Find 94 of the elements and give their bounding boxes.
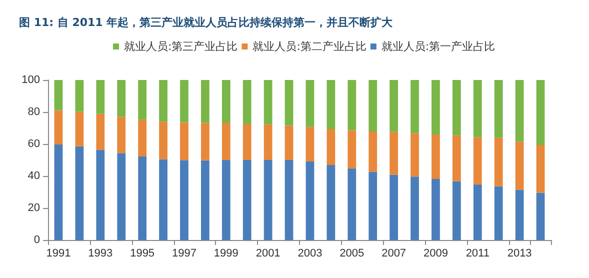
bar xyxy=(494,186,503,240)
bar xyxy=(242,160,252,240)
bar xyxy=(536,192,545,240)
bar xyxy=(536,80,545,145)
bar xyxy=(264,160,272,240)
x-tick-label: 1995 xyxy=(130,248,155,260)
bar xyxy=(432,80,440,135)
bar xyxy=(96,150,105,240)
bar xyxy=(410,176,419,240)
bar xyxy=(368,172,378,240)
bar xyxy=(180,122,188,160)
bar xyxy=(326,128,336,165)
bar xyxy=(75,80,84,112)
bar xyxy=(515,142,524,190)
x-tick-label: 2009 xyxy=(423,248,448,260)
x-tick-label: 2013 xyxy=(507,248,532,260)
bar xyxy=(390,80,398,132)
bar xyxy=(515,190,524,240)
bar xyxy=(452,181,461,240)
legend-label: 就业人员:第三产业占比 xyxy=(124,40,238,53)
bar xyxy=(390,174,398,240)
bar xyxy=(284,160,294,240)
x-tick-label: 1997 xyxy=(172,248,196,260)
bar xyxy=(326,164,336,240)
y-tick-label: 40 xyxy=(28,170,40,182)
bar xyxy=(536,144,545,193)
bar xyxy=(200,122,210,160)
bar xyxy=(264,80,272,124)
bar xyxy=(306,126,314,162)
bar xyxy=(432,179,440,240)
bar xyxy=(452,80,461,136)
bar xyxy=(368,132,378,172)
bar xyxy=(159,159,168,240)
bar xyxy=(180,160,188,240)
y-tick-label: 100 xyxy=(22,74,40,86)
bar xyxy=(222,160,230,240)
x-tick-label: 1991 xyxy=(46,248,71,260)
bar xyxy=(117,116,126,154)
bar xyxy=(200,80,210,123)
bar xyxy=(242,80,252,124)
legend-label: 就业人员:第一产业占比 xyxy=(381,40,496,53)
bar xyxy=(117,80,126,117)
bar xyxy=(326,80,336,129)
bar xyxy=(75,146,84,240)
bar xyxy=(515,80,524,142)
x-tick-label: 2003 xyxy=(298,248,322,260)
bar xyxy=(306,80,314,127)
bar xyxy=(348,168,356,240)
bar xyxy=(75,112,84,146)
bar xyxy=(264,124,272,160)
bar xyxy=(159,80,168,122)
bar xyxy=(54,144,63,240)
y-tick-label: 20 xyxy=(28,202,40,214)
bar xyxy=(348,80,356,130)
bar xyxy=(368,80,378,132)
bar xyxy=(494,138,503,186)
bar xyxy=(432,134,440,180)
y-tick-label: 0 xyxy=(34,234,40,246)
bar xyxy=(180,80,188,122)
bar xyxy=(200,160,210,240)
y-tick-label: 80 xyxy=(28,106,40,118)
bar xyxy=(473,80,482,138)
bar xyxy=(306,161,314,240)
bar xyxy=(284,80,294,126)
bar xyxy=(284,126,294,160)
bar xyxy=(54,110,63,144)
bar xyxy=(96,114,105,150)
bar xyxy=(222,80,230,124)
x-tick-label: 2001 xyxy=(256,248,280,260)
x-tick-label: 2007 xyxy=(382,248,406,260)
legend-label: 就业人员:第二产业占比 xyxy=(252,40,366,53)
x-tick-label: 2011 xyxy=(466,248,490,260)
bar xyxy=(410,80,419,134)
bar xyxy=(159,122,168,160)
bar xyxy=(138,80,147,120)
bar xyxy=(138,156,147,240)
bar xyxy=(138,120,147,156)
bar xyxy=(452,135,461,182)
bar xyxy=(473,137,482,184)
bar xyxy=(96,80,105,114)
y-tick-label: 60 xyxy=(28,138,40,150)
bar xyxy=(390,132,398,175)
bar xyxy=(242,124,252,160)
bar xyxy=(117,153,126,240)
bar xyxy=(494,80,503,138)
x-tick-label: 1999 xyxy=(214,248,238,260)
x-tick-label: 2005 xyxy=(340,248,364,260)
x-tick-label: 1993 xyxy=(88,248,113,260)
bar xyxy=(222,123,230,160)
bar xyxy=(54,80,63,110)
bar xyxy=(348,130,356,168)
chart-title: 图 11: 自 2011 年起，第三产业就业人员占比持续保持第一，并且不断扩大 xyxy=(19,16,394,29)
bar xyxy=(410,133,419,177)
bar xyxy=(473,184,482,240)
